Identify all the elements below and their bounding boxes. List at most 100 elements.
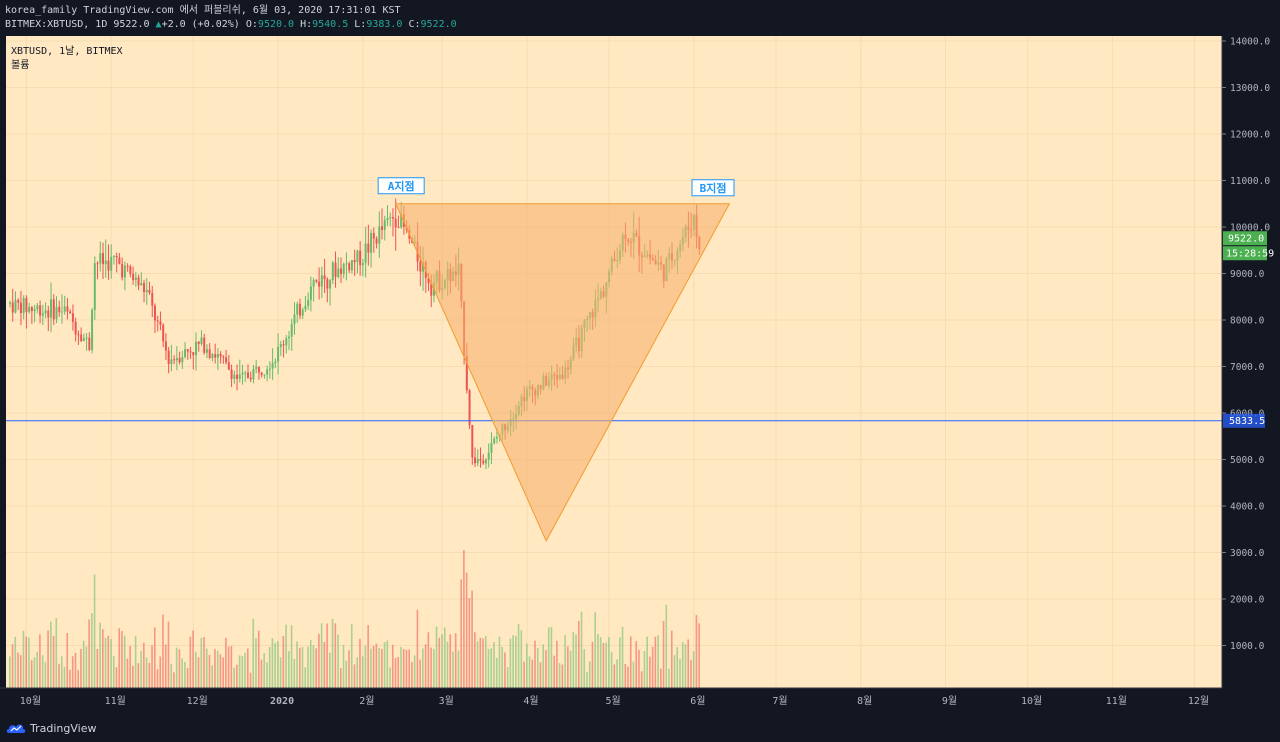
- time-axis[interactable]: [0, 688, 1280, 714]
- volume-bar: [474, 632, 476, 688]
- volume-bar: [370, 648, 372, 688]
- volume-bar: [564, 635, 566, 688]
- candle-body: [91, 310, 94, 350]
- candle-body: [484, 459, 487, 464]
- volume-bar: [25, 636, 28, 688]
- volume-bar: [255, 638, 257, 688]
- candle-body: [386, 218, 389, 221]
- volume-bar: [692, 651, 695, 688]
- volume-bar: [19, 655, 22, 688]
- candle-body: [389, 217, 392, 219]
- volume-bar: [610, 652, 613, 688]
- candle-body: [246, 372, 249, 378]
- candle-body: [200, 337, 203, 344]
- volume-bar: [383, 642, 386, 688]
- point-a-label[interactable]: A지점: [377, 177, 425, 195]
- candle-body: [104, 260, 107, 265]
- candle-body: [370, 232, 373, 253]
- volume-bar: [597, 633, 599, 688]
- candle-body: [219, 354, 222, 357]
- volume-bar: [493, 642, 495, 688]
- volume-bar: [337, 634, 339, 688]
- point-a-box: [377, 177, 425, 195]
- candle-body: [260, 372, 263, 375]
- candle-body: [419, 261, 422, 272]
- candle-body: [293, 314, 296, 324]
- y-tick-label: 1000.0: [1230, 641, 1265, 652]
- candle-body: [397, 227, 400, 229]
- open-value: 9520.0: [257, 19, 295, 30]
- candle-body: [274, 361, 277, 364]
- last-price-box: [1223, 231, 1267, 246]
- volume-bar: [334, 623, 337, 688]
- candle-body: [19, 302, 22, 314]
- volume-bar: [397, 656, 400, 688]
- publish-info: korea_family TradingView.com 에서 퍼블리쉬, 6월…: [5, 5, 401, 16]
- candle-body: [255, 366, 258, 369]
- candle-body: [203, 337, 206, 353]
- volume-bar: [282, 635, 285, 688]
- volume-bar: [230, 645, 233, 688]
- volume-bar: [542, 644, 545, 688]
- open-label: O:: [245, 19, 258, 30]
- volume-bar: [438, 637, 441, 688]
- x-tick-label: 2020: [270, 696, 294, 707]
- volume-bar: [471, 590, 473, 688]
- candle-body: [400, 214, 403, 228]
- volume-bar: [561, 664, 564, 688]
- volume-bar: [553, 655, 555, 688]
- candle-body: [334, 262, 337, 278]
- change-value: +2.0 (+0.02%): [161, 19, 240, 30]
- volume-bar: [364, 645, 367, 688]
- point-b-label[interactable]: B지점: [691, 179, 735, 197]
- candle-body: [263, 374, 266, 376]
- price-axis[interactable]: [1222, 36, 1280, 688]
- volume-bar: [304, 667, 307, 688]
- point-a-text: A지점: [388, 179, 415, 193]
- hline-price-value: 5833.5: [1229, 416, 1265, 427]
- triangle-pattern[interactable]: [394, 203, 731, 543]
- x-axis-ticks: 10월 11월 12월 2020 2월 3월 4월 5월 6월 7월 8월 9월 10월 11월 12월: [20, 695, 1209, 707]
- volume-bar: [107, 635, 110, 688]
- volume-bar: [88, 619, 90, 688]
- tradingview-cloud-icon: [6, 724, 26, 733]
- volume-bar: [643, 651, 646, 688]
- candle-body: [230, 369, 233, 379]
- volume-bar: [446, 641, 449, 688]
- volume-bar: [479, 637, 482, 688]
- candle-body: [178, 358, 181, 363]
- y-tick-label: 4000.0: [1230, 502, 1265, 513]
- candle-body: [33, 309, 36, 311]
- candle-body: [471, 425, 474, 458]
- volume-bar: [329, 652, 331, 688]
- volume-bar: [285, 624, 287, 688]
- candle-body: [233, 374, 236, 379]
- candle-body: [394, 218, 397, 228]
- countdown-value: 15:28:59: [1226, 249, 1274, 260]
- x-tick-label: 7월: [772, 695, 787, 707]
- volume-bar: [698, 623, 700, 688]
- x-tick-label: 4월: [523, 695, 538, 707]
- y-tick-label: 12000.0: [1230, 130, 1270, 141]
- volume-bar: [74, 652, 77, 688]
- volume-bar: [323, 642, 326, 688]
- volume-bar: [556, 640, 558, 688]
- volume-bar: [200, 637, 203, 688]
- volume-bar: [588, 661, 591, 688]
- candle-body: [88, 337, 91, 350]
- y-tick-label: 13000.0: [1230, 83, 1270, 94]
- candle-body: [197, 341, 200, 344]
- volume-bar: [361, 656, 364, 688]
- volume-bar: [244, 652, 246, 688]
- volume-bar: [457, 650, 460, 688]
- hline-price-box: [1223, 413, 1265, 428]
- candle-body: [82, 338, 85, 342]
- volume-bar: [433, 648, 435, 688]
- candle-body: [66, 306, 69, 312]
- tradingview-logo[interactable]: TradingView: [6, 720, 96, 736]
- candle-body: [60, 311, 63, 313]
- y-tick-label: 7000.0: [1230, 362, 1265, 373]
- volume-bar: [164, 644, 167, 688]
- volume-bar: [690, 660, 692, 688]
